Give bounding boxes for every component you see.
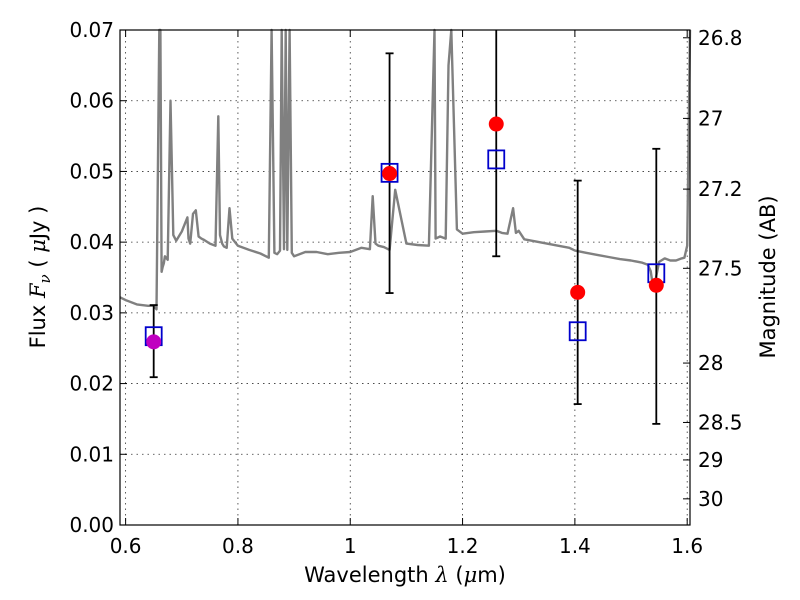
measured-point (146, 334, 162, 350)
x-tick-label: 0.6 (110, 534, 142, 558)
measured-point (488, 116, 504, 132)
spectrum-layer (119, 28, 692, 311)
right-tick-label: 27.5 (698, 256, 743, 280)
y-tick-label: 0.00 (69, 513, 114, 537)
plot-frame (119, 29, 691, 526)
model-point (568, 321, 587, 342)
axis-ticks (120, 29, 690, 526)
measured-point (570, 284, 586, 300)
right-tick-label: 26.8 (698, 26, 743, 50)
right-tick-label: 28.5 (698, 410, 743, 434)
x-axis-label: Wavelength λ (μm) (304, 563, 506, 587)
y-tick-label: 0.03 (69, 301, 114, 325)
measured-point (648, 277, 664, 293)
model-point (380, 162, 399, 183)
model-spectrum-line (119, 28, 692, 311)
right-tick-label: 29 (698, 448, 723, 472)
right-tick-label: 27 (698, 106, 723, 130)
x-tick-label: 1.6 (671, 534, 703, 558)
model-point (487, 149, 506, 170)
right-tick-label: 28 (698, 351, 723, 375)
right-tick-label: 27.2 (698, 177, 743, 201)
y-tick-label: 0.06 (69, 89, 114, 113)
measured-point (382, 166, 398, 182)
y-tick-labels: 0.00 0.01 0.02 0.03 0.04 0.05 0.06 0.07 (69, 18, 114, 537)
measured-points (146, 116, 664, 350)
grid-lines (120, 30, 690, 525)
y-axis-label: Flux Fν ( μJy ) (26, 206, 54, 349)
x-tick-label: 0.8 (222, 534, 254, 558)
right-tick-label: 30 (698, 487, 723, 511)
y-tick-label: 0.01 (69, 442, 114, 466)
right-tick-labels: 26.8 27 27.2 27.5 28 28.5 29 30 (698, 26, 743, 511)
y-tick-label: 0.04 (69, 230, 114, 254)
y-tick-label: 0.07 (69, 18, 114, 42)
x-tick-label: 1.4 (559, 534, 591, 558)
y-tick-label: 0.02 (69, 372, 114, 396)
plot-background (120, 30, 690, 525)
x-tick-label: 1 (344, 534, 357, 558)
y-tick-label: 0.05 (69, 159, 114, 183)
x-tick-labels: 0.6 0.8 1 1.2 1.4 1.6 (110, 534, 703, 558)
right-axis-label: Magnitude (AB) (756, 195, 780, 358)
x-tick-label: 1.2 (447, 534, 479, 558)
